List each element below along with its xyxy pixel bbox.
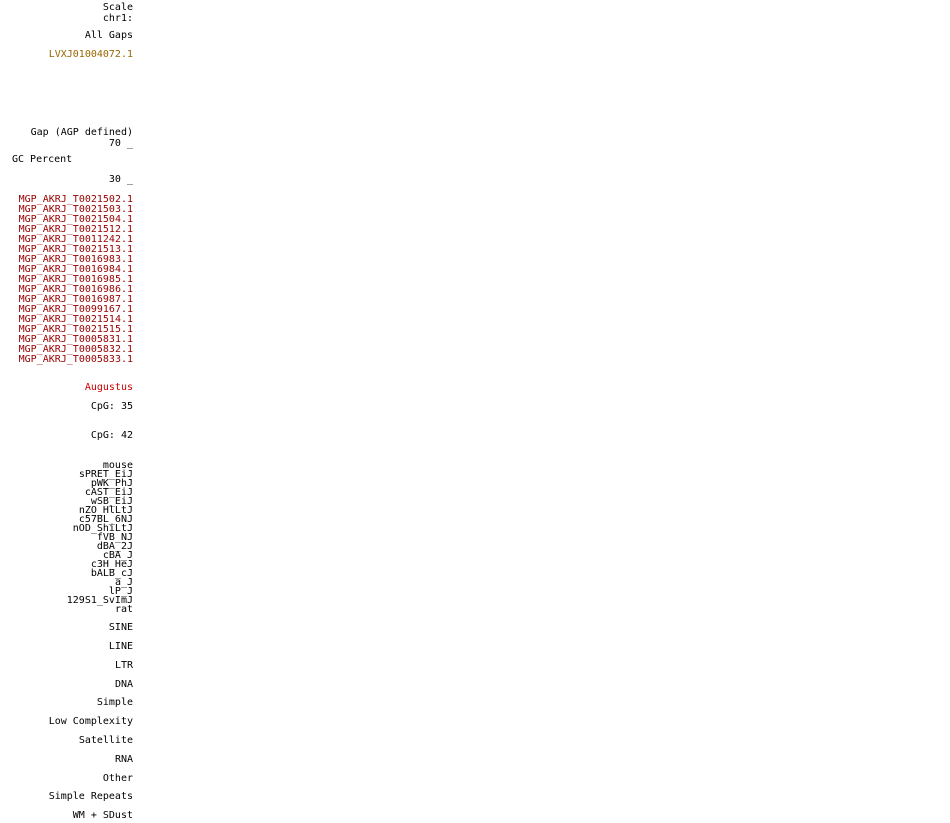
transcript-label[interactable]: MGP_AKRJ_T0005833.1 [18,354,133,365]
track-label-column: Scale chr1: All Gaps LVXJ01004072.1 Gap (AGP… [0,0,136,823]
transcript-label[interactable]: MGP_AKRJ_T0021512.1 [18,224,133,235]
gc-percent-max-tick: 70 _ [108,138,133,149]
transcript-label[interactable]: MGP_AKRJ_T0016985.1 [18,274,133,285]
cpg-island-label[interactable]: CpG: 42 [90,430,133,441]
transcript-label[interactable]: MGP_AKRJ_T0021515.1 [18,324,133,335]
repeat-class-label[interactable]: LINE [108,641,133,652]
assembly-contig-label[interactable]: LVXJ01004072.1 [48,49,133,60]
repeat-class-label[interactable]: SINE [108,622,133,633]
transcript-label[interactable]: MGP_AKRJ_T0016983.1 [18,254,133,265]
transcript-label[interactable]: MGP_AKRJ_T0021513.1 [18,244,133,255]
strain-track-label[interactable]: a_J [114,577,133,588]
gc-percent-min-tick: 30 _ [108,174,133,185]
chain-track-label[interactable]: rat [114,604,133,615]
repeat-class-label[interactable]: Other [102,773,133,784]
transcript-label[interactable]: MGP_AKRJ_T0021503.1 [18,204,133,215]
transcript-label[interactable]: MGP_AKRJ_T0021504.1 [18,214,133,225]
scale-label: Scale [102,2,133,13]
transcript-label[interactable]: MGP_AKRJ_T0005832.1 [18,344,133,355]
transcript-label[interactable]: MGP_AKRJ_T0016984.1 [18,264,133,275]
transcript-label[interactable]: MGP_AKRJ_T0021514.1 [18,314,133,325]
strain-track-label[interactable]: c57BL_6NJ [78,514,133,525]
wm-sdust-track-label[interactable]: WM + SDust [72,810,133,821]
repeat-class-label[interactable]: Satellite [78,735,133,746]
strain-track-label[interactable]: lP_J [108,586,133,597]
transcript-label[interactable]: MGP_AKRJ_T0021502.1 [18,194,133,205]
position-label: chr1: [102,13,133,24]
all-gaps-track-label[interactable]: All Gaps [84,30,133,41]
transcript-label[interactable]: MGP_AKRJ_T0011242.1 [18,234,133,245]
augustus-track-label[interactable]: Augustus [84,382,133,393]
strain-track-label[interactable]: cAST_EiJ [84,487,133,498]
strain-track-label[interactable]: dBA_2J [96,541,133,552]
transcript-label[interactable]: MGP_AKRJ_T0005831.1 [18,334,133,345]
strain-track-label[interactable]: bALB_cJ [90,568,133,579]
repeat-class-label[interactable]: RNA [114,754,133,765]
strain-track-label[interactable]: nZO_HlLtJ [78,505,133,516]
strain-track-label[interactable]: 129S1_SvImJ [66,595,133,606]
strain-track-label[interactable]: nOD_ShiLtJ [72,523,133,534]
transcript-label[interactable]: MGP_AKRJ_T0016987.1 [18,294,133,305]
strain-track-label[interactable]: wSB_EiJ [90,496,133,507]
strain-track-label[interactable]: cBA_J [102,550,133,561]
transcript-label[interactable]: MGP_AKRJ_T0099167.1 [18,304,133,315]
gc-percent-track-label[interactable]: GC Percent [12,154,73,165]
repeat-class-label[interactable]: Low Complexity [48,716,133,727]
strain-track-label[interactable]: fVB_NJ [96,532,133,543]
gap-track-label[interactable]: Gap (AGP defined) [30,127,133,138]
transcript-label[interactable]: MGP_AKRJ_T0016986.1 [18,284,133,295]
strain-track-label[interactable]: sPRET_EiJ [78,469,133,480]
strain-track-label[interactable]: pWK_PhJ [90,478,133,489]
chain-track-label[interactable]: mouse [102,460,133,471]
repeat-class-label[interactable]: Simple [96,697,133,708]
cpg-island-label[interactable]: CpG: 35 [90,401,133,412]
repeat-class-label[interactable]: LTR [114,660,133,671]
repeat-class-label[interactable]: DNA [114,679,133,690]
simple-repeats-track-label[interactable]: Simple Repeats [48,791,133,802]
strain-track-label[interactable]: c3H_HeJ [90,559,133,570]
